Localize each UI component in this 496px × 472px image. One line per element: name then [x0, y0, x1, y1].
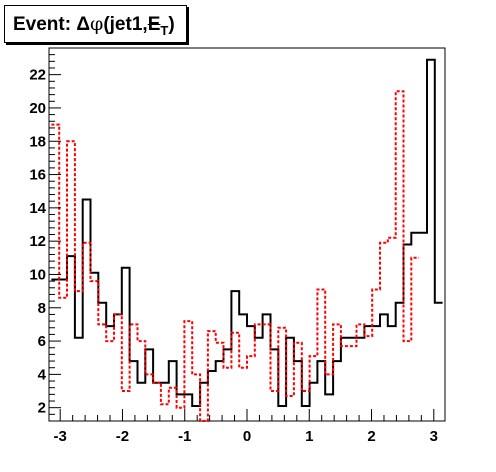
y-tick-label: 14 — [29, 200, 46, 217]
histogram-series-1 — [51, 58, 443, 407]
x-tick-label: -3 — [54, 428, 67, 445]
y-tick-label: 8 — [38, 300, 46, 317]
x-tick-label: 0 — [243, 428, 251, 445]
y-tick-label: 20 — [29, 100, 46, 117]
x-tick-label: -1 — [178, 428, 191, 445]
histogram-series-2 — [51, 90, 420, 422]
y-tick-label: 4 — [38, 366, 47, 383]
x-tick-label: -2 — [116, 428, 129, 445]
y-tick-label: 18 — [29, 133, 46, 150]
y-tick-label: 6 — [38, 333, 46, 350]
y-tick-label: 10 — [29, 266, 46, 283]
y-tick-label: 16 — [29, 167, 46, 184]
x-tick-label: 2 — [367, 428, 375, 445]
plot-frame — [48, 47, 446, 422]
met-symbol: E — [147, 14, 161, 35]
y-tick-label: 2 — [38, 400, 46, 417]
series-layer — [51, 58, 443, 422]
chart-title-box: Event: Δφ(jet1,ET) — [4, 5, 187, 43]
y-tick-label: 22 — [29, 67, 46, 84]
x-tick-label: 3 — [430, 428, 438, 445]
phi-symbol: φ — [90, 13, 104, 35]
x-tick-label: 1 — [305, 428, 313, 445]
chart-title: Event: Δφ(jet1,ET) — [13, 13, 175, 38]
y-tick-label: 12 — [29, 233, 46, 250]
